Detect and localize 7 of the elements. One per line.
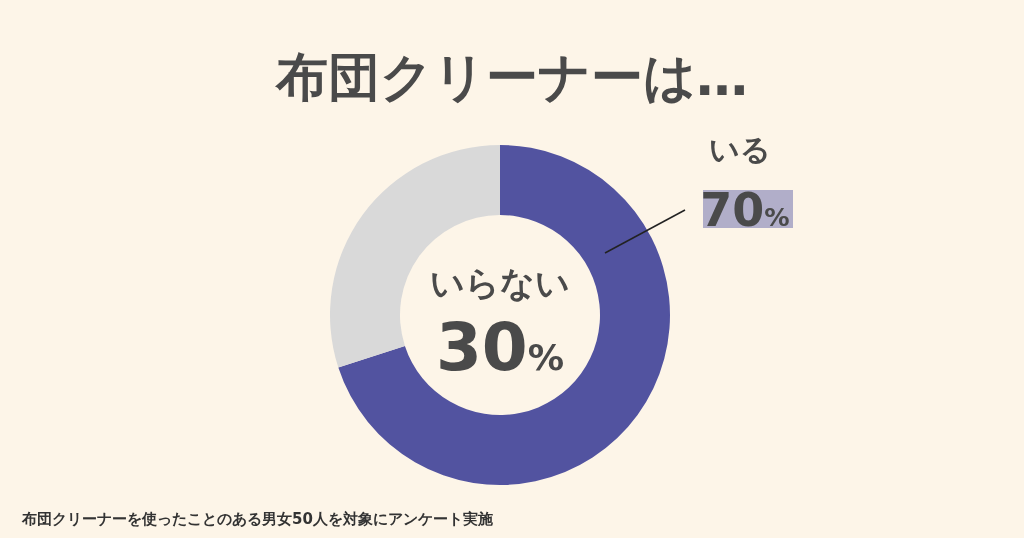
text: 布団クリーナーを使ったことのある男女50人を対象にアンケート実施 — [21, 510, 494, 528]
data-label: 70% — [700, 183, 790, 237]
slice-label: いる — [709, 132, 771, 167]
slice-label: いらない — [430, 263, 570, 303]
donut-slice — [338, 145, 670, 485]
chart-title: 布団クリーナーは… — [274, 47, 748, 107]
data-label: 30% — [435, 309, 565, 386]
